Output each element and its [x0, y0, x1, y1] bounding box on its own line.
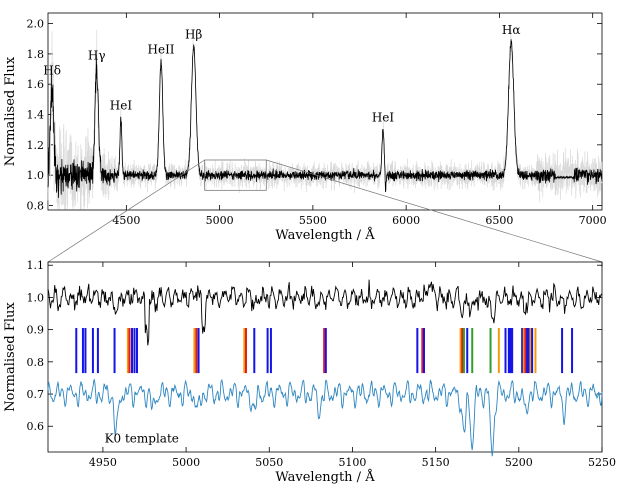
x-tick-label: 5250 — [588, 456, 616, 469]
y-tick-label: 1.0 — [27, 291, 45, 304]
bottom-panel: 4950 5000 5050 5100 5150 5200 5250 0.6 0.7 0.8 0.9… — [3, 259, 616, 485]
bottom-y-axis-label: Normalised Flux — [3, 302, 18, 412]
x-tick-label: 6500 — [485, 214, 513, 227]
bottom-x-axis-label: Wavelength / Å — [275, 469, 375, 485]
top-axis-ticks: 4500 5000 5500 6000 6500 7000 0.8 1.0 1.2 1.4 1.6 1… — [27, 13, 607, 227]
x-tick-label: 4950 — [89, 456, 117, 469]
bottom-axis-ticks: 4950 5000 5050 5100 5150 5200 5250 0.6 0.7 0.8 0.9… — [27, 259, 617, 469]
x-tick-label: 7000 — [579, 214, 607, 227]
x-tick-label: 5050 — [255, 456, 283, 469]
top-x-axis-label: Wavelength / Å — [275, 227, 375, 243]
emission-line-label: Hδ — [43, 64, 61, 78]
y-tick-label: 0.8 — [27, 199, 45, 212]
unbinned-spectrum-line — [47, 29, 603, 210]
k0-template-line — [47, 378, 603, 457]
y-tick-label: 1.8 — [27, 48, 45, 61]
x-tick-label: 5000 — [206, 214, 234, 227]
x-tick-label: 5200 — [505, 456, 533, 469]
zoomed-spectrum-line — [47, 279, 603, 346]
emission-line-label: Hα — [502, 23, 521, 37]
y-tick-label: 1.2 — [27, 139, 45, 152]
bottom-plot-frame — [47, 261, 603, 453]
emission-line-label: HeI — [110, 99, 133, 113]
zoom-connector-right — [266, 159, 603, 263]
line-identification-marks — [75, 328, 574, 374]
emission-line-label: Hγ — [88, 49, 106, 63]
y-tick-label: 0.6 — [27, 420, 45, 433]
top-series — [47, 29, 603, 210]
y-tick-label: 0.9 — [27, 324, 45, 337]
emission-line-label: HeI — [372, 111, 395, 125]
k0-template-label: K0 template — [105, 431, 179, 445]
y-tick-label: 1.4 — [27, 109, 45, 122]
y-tick-label: 0.8 — [27, 356, 45, 369]
zoom-connector-left — [47, 159, 205, 263]
x-tick-label: 5150 — [422, 456, 450, 469]
x-tick-label: 5000 — [172, 456, 200, 469]
top-plot-frame — [47, 12, 603, 211]
x-tick-label: 6000 — [392, 214, 420, 227]
y-tick-label: 1.6 — [27, 78, 45, 91]
top-panel: 4500 5000 5500 6000 6500 7000 0.8 1.0 1.2 1.4 1.6 1… — [3, 12, 607, 243]
zoom-region-box — [204, 159, 267, 191]
y-tick-label: 2.0 — [27, 18, 45, 31]
y-tick-label: 1.1 — [27, 259, 45, 272]
y-tick-label: 1.0 — [27, 169, 45, 182]
emission-line-label: Hβ — [185, 27, 202, 41]
emission-line-label: HeII — [148, 42, 175, 56]
top-y-axis-label: Normalised Flux — [3, 56, 18, 166]
zoom-connectors — [47, 159, 603, 263]
y-tick-label: 0.7 — [27, 388, 45, 401]
bottom-series — [47, 279, 603, 457]
x-tick-label: 5500 — [299, 214, 327, 227]
x-tick-label: 4500 — [112, 214, 140, 227]
x-tick-label: 5100 — [338, 456, 366, 469]
top-line-labels: Hδ Hγ HeI HeII Hβ HeI Hα — [43, 23, 520, 125]
